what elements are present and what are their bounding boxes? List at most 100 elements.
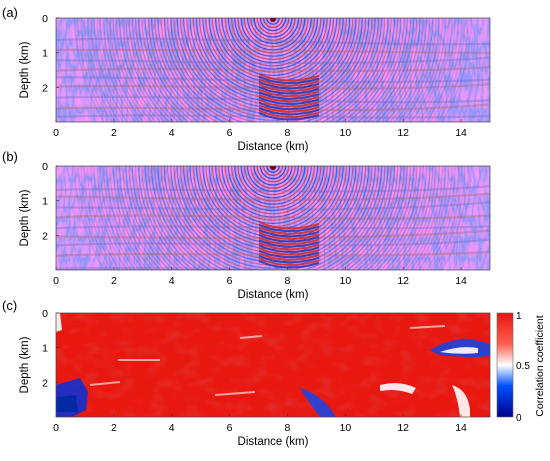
low-correlation-streak (89, 381, 121, 386)
wavefield-image (56, 166, 490, 270)
colorbar-tick-label: 0.5 (516, 361, 530, 372)
reflector-band (56, 238, 490, 247)
x-tick-label: 6 (227, 275, 233, 287)
x-tick-label: 2 (111, 127, 117, 139)
wavefront (224, 166, 322, 215)
strong-reflection (258, 109, 320, 118)
x-axis-label: Distance (km) (238, 289, 309, 301)
x-tick-label: 8 (285, 275, 291, 287)
wavefront (221, 166, 325, 218)
x-tick-label: 4 (169, 275, 175, 287)
wavefront (189, 166, 357, 250)
reflector-band (56, 214, 490, 220)
wavefront (240, 166, 306, 199)
strong-reflection (258, 83, 320, 92)
x-tick-label: 10 (339, 275, 351, 287)
y-axis-label: Depth (km) (19, 189, 31, 246)
wavefront (266, 18, 280, 25)
wavefront (176, 166, 370, 263)
x-axis-label: Distance (km) (238, 436, 309, 448)
wavefront (227, 18, 319, 64)
x-tick-label: 14 (455, 422, 467, 434)
wavefront (189, 18, 357, 102)
strong-reflection (258, 96, 320, 105)
strong-reflection (258, 75, 320, 85)
low-correlation-patch (452, 385, 470, 417)
wavefront (170, 18, 376, 121)
correlation-image (56, 313, 490, 417)
panel-label-c: (c) (2, 298, 17, 313)
strong-reflection (258, 73, 320, 82)
strong-reflection (258, 247, 320, 256)
panel-label-b: (b) (2, 149, 18, 164)
x-tick-label: 8 (285, 127, 291, 139)
wavefront (259, 18, 287, 32)
strong-reflection (258, 106, 320, 116)
wavefront (227, 166, 319, 212)
wavefront (215, 18, 331, 76)
strong-reflection (258, 239, 320, 248)
strong-reflection (258, 241, 320, 251)
correlation-texture (56, 313, 490, 417)
reflector-band (56, 192, 490, 201)
plot-frame (55, 165, 491, 271)
colorbar-gradient (496, 312, 514, 418)
reflector-band (56, 66, 490, 73)
wavefront (259, 166, 287, 180)
x-tick-label: 10 (339, 422, 351, 434)
wavefront (243, 166, 303, 196)
plot-frame (55, 17, 491, 123)
x-tick-label: 14 (455, 127, 467, 139)
wavefront (234, 18, 312, 57)
wavefront (256, 166, 290, 183)
reflector-band (56, 184, 490, 193)
strong-reflection (258, 221, 320, 230)
strong-reflection (258, 80, 320, 90)
low-correlation-patch (56, 313, 62, 332)
strong-reflection (258, 91, 320, 100)
reflector-band (56, 48, 490, 55)
strong-reflection (258, 226, 320, 235)
x-tick-label: 0 (53, 275, 59, 287)
source-point (270, 166, 276, 170)
y-axis-label: Depth (km) (19, 41, 31, 98)
reflector-band (56, 201, 490, 211)
wavefront (240, 18, 306, 51)
x-tick-label: 6 (227, 422, 233, 434)
strong-reflection (258, 228, 320, 238)
strong-reflection (258, 231, 320, 240)
x-tick-label: 2 (111, 422, 117, 434)
x-tick-label: 0 (53, 422, 59, 434)
y-tick-label: 1 (42, 343, 48, 355)
wavefront (263, 18, 283, 28)
y-tick-label: 0 (42, 161, 48, 173)
x-tick-label: 12 (397, 275, 409, 287)
colorbar-label: Correlation coefficient (534, 315, 546, 416)
y-tick-label: 0 (42, 308, 48, 320)
wavefront (231, 166, 315, 208)
wavefront (253, 18, 293, 38)
wavefront (176, 18, 370, 115)
wavefront (237, 166, 309, 202)
strong-reflection (258, 112, 320, 121)
strong-reflection (258, 252, 320, 261)
wavefront (218, 18, 328, 73)
wavefront (256, 18, 290, 35)
x-tick-label: 0 (53, 127, 59, 139)
wavefront (253, 166, 293, 186)
x-tick-label: 10 (339, 127, 351, 139)
strong-reflection (258, 99, 320, 108)
wavefront (224, 18, 322, 67)
strong-reflection (258, 93, 320, 103)
strong-reflection (258, 78, 320, 87)
strong-reflection (258, 236, 320, 246)
x-tick-label: 14 (455, 275, 467, 287)
colorbar-tick-label: 1 (516, 311, 522, 322)
strong-reflection (258, 101, 320, 111)
y-tick-label: 1 (42, 48, 48, 60)
wavefront (250, 18, 296, 41)
wavefront (237, 18, 309, 54)
